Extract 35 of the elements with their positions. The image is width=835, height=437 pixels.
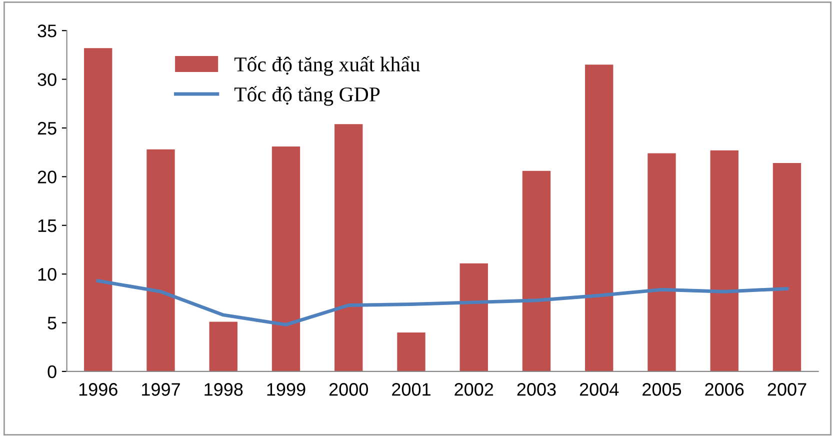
bar (772, 163, 802, 372)
x-tick-label: 2005 (642, 383, 682, 396)
bar (397, 332, 426, 372)
bar (648, 153, 676, 372)
bar (460, 263, 488, 372)
x-tick-label: 2006 (705, 383, 744, 396)
bar (272, 146, 300, 372)
bar (522, 170, 551, 372)
x-tick-label: 1998 (204, 383, 243, 396)
legend-label: Tốc độ tăng xuất khẩu (234, 56, 420, 76)
x-tick-label: 2004 (580, 383, 619, 396)
y-tick-label: 10 (38, 268, 56, 281)
line-series (96, 279, 789, 326)
y-tick-label: 5 (48, 316, 56, 330)
x-tick-label: 1996 (79, 383, 118, 396)
y-tick-label: 35 (38, 24, 56, 38)
y-tick-label: 15 (38, 219, 56, 232)
x-tick-label: 2002 (454, 383, 494, 396)
bar (146, 149, 175, 372)
y-tick-label: 25 (38, 122, 56, 135)
bar (209, 322, 238, 372)
x-tick-label: 1999 (267, 383, 306, 396)
bar (710, 150, 738, 372)
bar (334, 124, 363, 372)
x-tick-label: 2001 (392, 383, 430, 396)
x-tick-label: 2003 (517, 383, 556, 396)
legend-label: Tốc độ tăng GDP (234, 86, 380, 106)
bar (585, 64, 614, 372)
y-tick-label: 0 (48, 365, 56, 378)
bar (84, 48, 112, 372)
x-tick-label: 2007 (768, 383, 806, 396)
x-tick-label: 1997 (142, 383, 180, 396)
x-tick-label: 2000 (329, 383, 368, 396)
y-tick-label: 30 (38, 73, 56, 86)
y-tick-label: 20 (38, 170, 56, 184)
